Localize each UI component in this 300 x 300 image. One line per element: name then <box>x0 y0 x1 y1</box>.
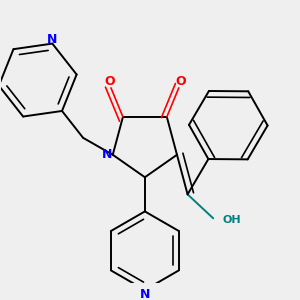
Text: N: N <box>140 288 150 300</box>
Text: N: N <box>47 33 58 46</box>
Text: OH: OH <box>223 215 242 225</box>
Text: O: O <box>104 75 115 88</box>
Text: N: N <box>101 148 112 160</box>
Text: O: O <box>175 75 186 88</box>
